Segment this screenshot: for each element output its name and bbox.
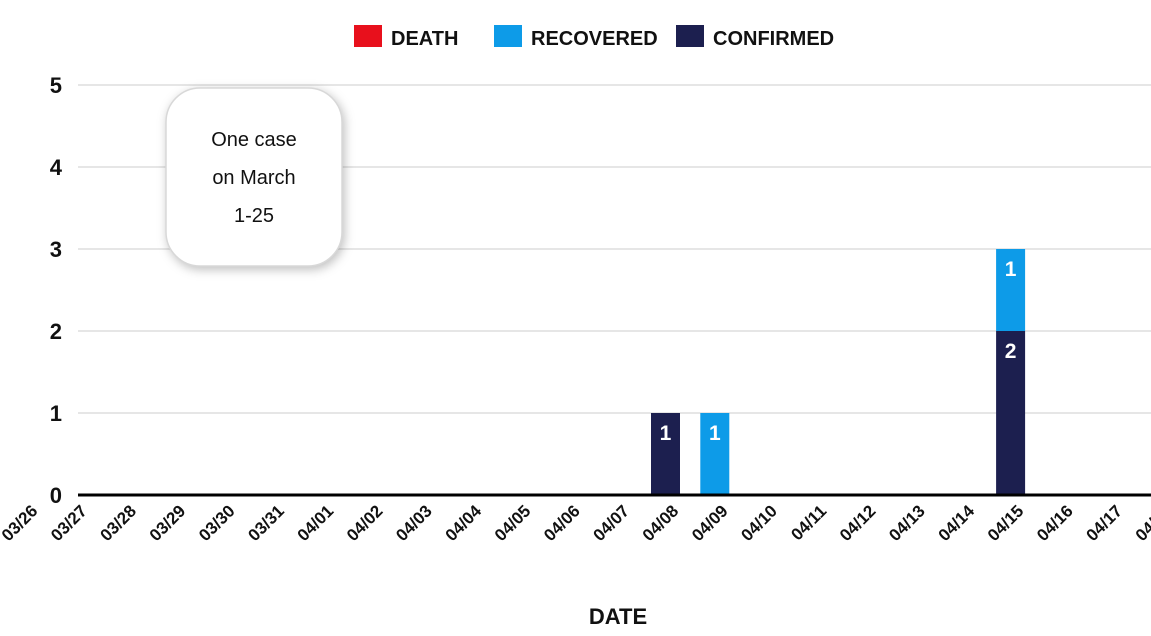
callout-line-1: One case [211, 129, 297, 151]
x-tick-label: 04/08 [639, 501, 683, 545]
data-label: 1 [1005, 258, 1017, 281]
x-tick-label: 04/16 [1033, 501, 1077, 545]
x-tick-label: 04/06 [540, 501, 584, 545]
x-tick-label: 04/13 [885, 501, 929, 545]
x-tick-label: 03/31 [244, 501, 288, 545]
x-tick-label: 04/09 [688, 501, 732, 545]
data-label: 1 [660, 422, 672, 445]
x-tick-label: 04/05 [491, 501, 535, 545]
legend-label: RECOVERED [531, 28, 658, 50]
x-tick-label: 03/26 [0, 501, 41, 545]
x-tick-label: 04/11 [787, 501, 830, 544]
callout-line-2: on March [212, 167, 295, 189]
legend-swatch [494, 25, 522, 47]
x-tick-label: 04/12 [836, 501, 880, 545]
x-tick-label: 04/07 [590, 501, 634, 545]
bars-layer: 1 1 2 1 [651, 249, 1026, 495]
x-tick-label: 03/28 [97, 501, 141, 545]
legend-label: DEATH [391, 28, 458, 50]
legend-label: CONFIRMED [713, 28, 834, 50]
x-tick-label: 04/18 [1132, 501, 1151, 545]
y-tick-label: 5 [50, 73, 62, 98]
x-tick-label: 04/01 [294, 501, 338, 545]
data-label: 1 [709, 422, 721, 445]
callout-line-3: 1-25 [234, 205, 274, 227]
x-tick-label: 04/17 [1083, 501, 1127, 545]
data-label: 2 [1005, 340, 1017, 363]
x-tick-label: 03/29 [146, 501, 190, 545]
bar-segment [651, 413, 680, 495]
x-tick-label: 04/03 [392, 501, 436, 545]
x-tick-label: 04/14 [935, 501, 979, 545]
y-tick-label: 1 [50, 401, 62, 426]
legend-swatch [354, 25, 382, 47]
x-tick-label: 03/30 [195, 501, 239, 545]
x-tick-label: 04/02 [343, 501, 387, 545]
x-tick-label: 04/15 [984, 501, 1028, 545]
x-tick-label: 04/04 [442, 501, 486, 545]
bar-segment [700, 413, 730, 495]
bar-segment [996, 331, 1026, 495]
y-tick-label: 2 [50, 319, 62, 344]
x-tick-label: 04/10 [737, 501, 781, 545]
callout-box [165, 87, 343, 267]
bar-segment [996, 249, 1026, 331]
x-axis-title: DATE [589, 604, 647, 629]
y-tick-label: 4 [50, 155, 63, 180]
annotation-callout: One case on March 1-25 [165, 87, 343, 267]
y-tick-label: 3 [50, 237, 62, 262]
y-tick-label: 0 [50, 483, 62, 508]
legend-swatch [676, 25, 704, 47]
legend: DEATH RECOVERED CONFIRMED [354, 25, 834, 50]
